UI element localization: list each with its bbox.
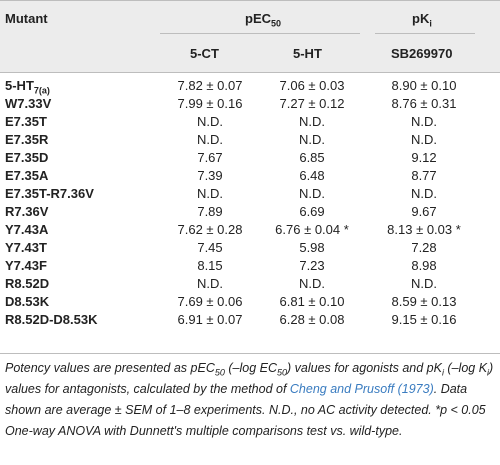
sb269970-cell: 8.59 ± 0.13 — [391, 294, 457, 309]
5ht-cell: 7.06 ± 0.03 — [279, 78, 345, 93]
table-bottom-rule — [0, 353, 500, 354]
table-row: E7.35A 7.39 6.48 8.77 — [0, 167, 500, 185]
header-row-2: 5-CT 5-HT SB269970 — [0, 36, 500, 73]
col-sb-header: SB269970 — [391, 46, 453, 61]
5ht-cell: 6.85 — [299, 150, 325, 165]
sb269970-cell: N.D. — [411, 132, 437, 147]
pec50-header: pEC50 — [245, 11, 282, 29]
5ht-cell: 6.69 — [299, 204, 325, 219]
sb269970-cell: 9.67 — [411, 204, 437, 219]
table-row: Y7.43A 7.62 ± 0.28 6.76 ± 0.04 * 8.13 ± 0.0… — [0, 221, 500, 239]
pki-group-line — [375, 33, 475, 34]
sb269970-cell: N.D. — [411, 114, 437, 129]
5ct-cell: 7.67 — [197, 150, 223, 165]
table-row: E7.35T-R7.36V N.D. N.D. N.D. — [0, 185, 500, 203]
5ht-cell: N.D. — [299, 186, 325, 201]
table-body: 5-HT7(a) 7.82 ± 0.07 7.06 ± 0.03 8.90 ± 0.1… — [0, 77, 500, 329]
5ct-cell: N.D. — [197, 186, 223, 201]
sb269970-cell: 8.13 ± 0.03 * — [387, 222, 461, 237]
mutant-cell: 5-HT7(a) — [5, 78, 50, 96]
5ht-cell: 7.27 ± 0.12 — [279, 96, 345, 111]
5ct-cell: 7.82 ± 0.07 — [177, 78, 243, 93]
5ct-cell: 7.45 — [197, 240, 223, 255]
table-row: W7.33V 7.99 ± 0.16 7.27 ± 0.12 8.76 ± 0.31 — [0, 95, 500, 113]
table-row: R7.36V 7.89 6.69 9.67 — [0, 203, 500, 221]
table-row: Y7.43F 8.15 7.23 8.98 — [0, 257, 500, 275]
col-5ct-header: 5-CT — [190, 46, 219, 61]
5ct-cell: 7.62 ± 0.28 — [177, 222, 243, 237]
col-5ht-header: 5-HT — [293, 46, 322, 61]
5ht-cell: 5.98 — [299, 240, 325, 255]
sb269970-cell: 8.98 — [411, 258, 437, 273]
mutant-cell: E7.35A — [5, 168, 49, 183]
5ct-cell: 7.99 ± 0.16 — [177, 96, 243, 111]
5ct-cell: 7.69 ± 0.06 — [177, 294, 243, 309]
5ct-cell: 7.39 — [197, 168, 223, 183]
5ht-cell: N.D. — [299, 114, 325, 129]
table-row: E7.35D 7.67 6.85 9.12 — [0, 149, 500, 167]
5ct-cell: N.D. — [197, 132, 223, 147]
sb269970-cell: 7.28 — [411, 240, 437, 255]
sb269970-cell: 9.15 ± 0.16 — [391, 312, 457, 327]
mutant-cell: E7.35T — [5, 114, 47, 129]
table-row: D8.53K 7.69 ± 0.06 6.81 ± 0.10 8.59 ± 0.13 — [0, 293, 500, 311]
mutant-cell: E7.35D — [5, 150, 49, 165]
5ht-cell: 6.81 ± 0.10 — [279, 294, 345, 309]
pec50-group-line — [160, 33, 360, 34]
table-row: R8.52D N.D. N.D. N.D. — [0, 275, 500, 293]
5ht-cell: N.D. — [299, 276, 325, 291]
mutant-cell: R8.52D-D8.53K — [5, 312, 98, 327]
table-row: R8.52D-D8.53K 6.91 ± 0.07 6.28 ± 0.08 9.15 … — [0, 311, 500, 329]
5ht-cell: 6.76 ± 0.04 * — [275, 222, 349, 237]
table-footnote: Potency values are presented as pEC50 (–… — [5, 361, 494, 438]
mutant-cell: E7.35T-R7.36V — [5, 186, 94, 201]
5ct-cell: N.D. — [197, 276, 223, 291]
table-row: E7.35R N.D. N.D. N.D. — [0, 131, 500, 149]
5ct-cell: 7.89 — [197, 204, 223, 219]
5ct-cell: N.D. — [197, 114, 223, 129]
5ht-cell: N.D. — [299, 132, 325, 147]
table-row: 5-HT7(a) 7.82 ± 0.07 7.06 ± 0.03 8.90 ± 0.1… — [0, 77, 500, 95]
mutant-header: Mutant — [5, 11, 48, 26]
table-row: E7.35T N.D. N.D. N.D. — [0, 113, 500, 131]
mutant-cell: R7.36V — [5, 204, 49, 219]
sb269970-cell: N.D. — [411, 276, 437, 291]
header-row-1: Mutant pEC50 pKi — [0, 0, 500, 37]
mutant-cell: W7.33V — [5, 96, 52, 111]
sb269970-cell: 8.90 ± 0.10 — [391, 78, 457, 93]
sb269970-cell: 9.12 — [411, 150, 437, 165]
mutant-cell: Y7.43A — [5, 222, 49, 237]
mutant-cell: D8.53K — [5, 294, 50, 309]
pki-header: pKi — [412, 11, 432, 29]
mutant-cell: Y7.43F — [5, 258, 47, 273]
citation-link[interactable]: Cheng and Prusoff (1973) — [289, 382, 434, 396]
mutant-cell: Y7.43T — [5, 240, 47, 255]
sb269970-cell: 8.77 — [411, 168, 437, 183]
table-row: Y7.43T 7.45 5.98 7.28 — [0, 239, 500, 257]
5ct-cell: 8.15 — [197, 258, 223, 273]
sb269970-cell: 8.76 ± 0.31 — [391, 96, 457, 111]
mutant-cell: E7.35R — [5, 132, 49, 147]
mutant-cell: R8.52D — [5, 276, 50, 291]
sb269970-cell: N.D. — [411, 186, 437, 201]
5ht-cell: 6.28 ± 0.08 — [279, 312, 345, 327]
5ht-cell: 7.23 — [299, 258, 325, 273]
5ht-cell: 6.48 — [299, 168, 325, 183]
5ct-cell: 6.91 ± 0.07 — [177, 312, 243, 327]
